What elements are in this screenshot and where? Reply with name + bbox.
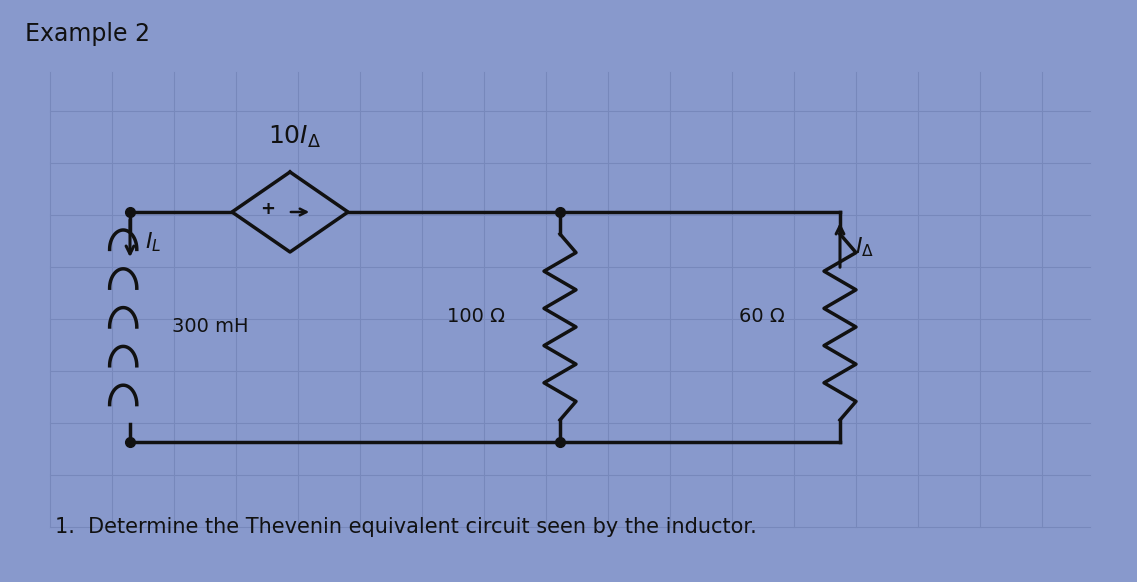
Text: $I_\Delta$: $I_\Delta$ (855, 235, 874, 259)
Text: Example 2: Example 2 (25, 22, 150, 46)
Text: 60 Ω: 60 Ω (739, 307, 785, 327)
Text: $10I_\Delta$: $10I_\Delta$ (268, 124, 322, 150)
Text: 1.  Determine the Thevenin equivalent circuit seen by the inductor.: 1. Determine the Thevenin equivalent cir… (55, 517, 757, 537)
Text: $I_L$: $I_L$ (146, 230, 161, 254)
Text: 300 mH: 300 mH (172, 318, 249, 336)
Text: 100 Ω: 100 Ω (447, 307, 505, 327)
Text: +: + (260, 200, 275, 218)
